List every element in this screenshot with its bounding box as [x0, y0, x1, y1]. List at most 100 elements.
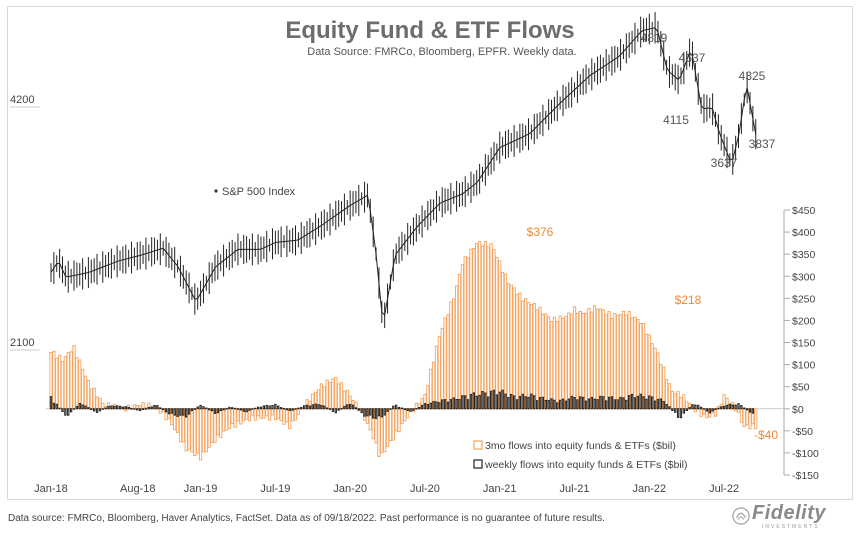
- 3mo-flow-bar: [282, 408, 286, 425]
- 3mo-flow-bar: [270, 408, 275, 416]
- weekly-flow-bar: [141, 408, 145, 411]
- weekly-flow-bar: [558, 399, 562, 410]
- weekly-flow-bar: [397, 406, 401, 410]
- right-tick-label: $200: [792, 315, 816, 327]
- legend-weekly-label: weekly flows into equity funds & ETFs ($…: [484, 459, 688, 471]
- 3mo-flow-bar: [667, 383, 672, 410]
- weekly-flow-bar: [222, 408, 225, 411]
- weekly-flow-bar: [656, 398, 660, 410]
- weekly-flow-bar: [380, 408, 383, 418]
- 3mo-flow-bar: [475, 243, 479, 410]
- weekly-flow-bar: [495, 394, 499, 410]
- weekly-flow-bar: [193, 408, 196, 410]
- x-tick-label: Aug-18: [120, 483, 155, 495]
- weekly-flow-bar: [605, 400, 608, 410]
- 3mo-flow-bar: [506, 283, 510, 410]
- sp500-legend-marker: [214, 189, 218, 193]
- 3mo-flow-bar: [201, 408, 206, 453]
- weekly-flow-bar: [481, 390, 484, 410]
- 3mo-flow-bar: [158, 408, 162, 414]
- right-tick-label: $450: [792, 205, 816, 217]
- right-tick-label: $250: [792, 293, 816, 305]
- 3mo-flow-bar: [618, 314, 623, 410]
- weekly-flow-bar: [573, 396, 576, 410]
- weekly-flow-bar: [524, 396, 527, 410]
- 3mo-flow-bar: [334, 377, 338, 410]
- 3mo-flow-bar: [670, 390, 674, 410]
- weekly-flow-bar: [374, 408, 378, 419]
- 3mo-flow-bar: [529, 304, 533, 410]
- weekly-flow-bar: [354, 407, 358, 410]
- sp500-line: [50, 27, 757, 317]
- 3mo-flow-bar: [653, 347, 657, 410]
- 3mo-flow-bar: [440, 327, 444, 410]
- 3mo-flow-bar: [63, 356, 67, 410]
- weekly-flow-bar: [104, 407, 107, 410]
- 3mo-flow-bar: [293, 408, 298, 421]
- weekly-flow-bar: [328, 408, 332, 410]
- weekly-flow-bar: [277, 405, 280, 410]
- weekly-flow-bar: [170, 408, 173, 414]
- weekly-flow-bar: [167, 408, 171, 415]
- weekly-flow-bar: [360, 408, 363, 414]
- weekly-flow-bar: [423, 403, 427, 410]
- 3mo-flow-bar: [443, 317, 447, 410]
- weekly-flow-bar: [383, 408, 386, 416]
- weekly-flow-bar: [587, 398, 591, 410]
- right-tick-label: $350: [792, 249, 816, 261]
- right-tick-label: $150: [792, 338, 816, 350]
- weekly-flow-bar: [64, 408, 67, 416]
- 3mo-flow-bar: [279, 408, 283, 422]
- sp500-annotation: 3637: [711, 156, 738, 170]
- weekly-flow-bar: [645, 398, 648, 410]
- weekly-flow-bar: [512, 395, 516, 410]
- weekly-flow-bar: [728, 404, 732, 410]
- weekly-flow-bar: [567, 398, 570, 410]
- weekly-flow-bar: [530, 393, 533, 410]
- 3mo-flow-bar: [636, 318, 640, 410]
- 3mo-flow-bar: [754, 408, 758, 430]
- weekly-flow-bar: [550, 398, 553, 410]
- weekly-flow-bar: [159, 407, 162, 410]
- weekly-flow-bar: [743, 407, 746, 410]
- sp500-annotation: 3837: [749, 137, 776, 151]
- weekly-flow-bar: [708, 408, 711, 414]
- 3mo-flow-bar: [679, 397, 683, 410]
- sp500-annotation: 4325: [739, 69, 766, 83]
- 3mo-flow-bar: [624, 314, 628, 410]
- 3mo-flow-bar: [509, 284, 513, 410]
- weekly-flow-bar: [256, 406, 260, 410]
- weekly-flow-bar: [245, 408, 248, 413]
- 3mo-flow-bar: [575, 312, 580, 410]
- weekly-flow-bar: [346, 404, 349, 410]
- weekly-flow-bar: [259, 406, 263, 410]
- weekly-flow-bar: [714, 408, 717, 410]
- weekly-flow-bar: [590, 396, 593, 410]
- 3mo-flow-bar: [584, 312, 588, 410]
- weekly-flow-bar: [740, 405, 743, 410]
- 3mo-flow-bar: [489, 243, 493, 410]
- weekly-flow-bar: [630, 393, 634, 410]
- right-tick-label: $400: [792, 227, 816, 239]
- right-tick-label: $300: [792, 271, 816, 283]
- weekly-flow-bar: [400, 407, 404, 410]
- weekly-flow-bar: [584, 400, 588, 410]
- weekly-flow-bar: [116, 405, 119, 410]
- weekly-flow-bar: [538, 396, 542, 410]
- weekly-flow-bar: [190, 408, 194, 412]
- weekly-flow-bar: [84, 405, 87, 410]
- weekly-flow-bar: [403, 408, 406, 411]
- 3mo-flow-bar: [55, 357, 59, 410]
- weekly-flow-bar: [210, 408, 214, 412]
- weekly-flow-bar: [720, 406, 723, 410]
- 3mo-flow-bar: [604, 314, 608, 410]
- 3mo-flow-bar: [739, 408, 743, 423]
- 3mo-flow-bar: [193, 408, 197, 456]
- weekly-flow-bar: [717, 407, 720, 410]
- 3mo-flow-bar: [403, 408, 407, 422]
- 3mo-flow-bar: [483, 241, 487, 410]
- flow-annotation: -$40: [754, 428, 778, 442]
- weekly-flow-bar: [87, 407, 90, 410]
- 3mo-flow-bar: [535, 309, 539, 410]
- 3mo-flow-bar: [78, 359, 82, 410]
